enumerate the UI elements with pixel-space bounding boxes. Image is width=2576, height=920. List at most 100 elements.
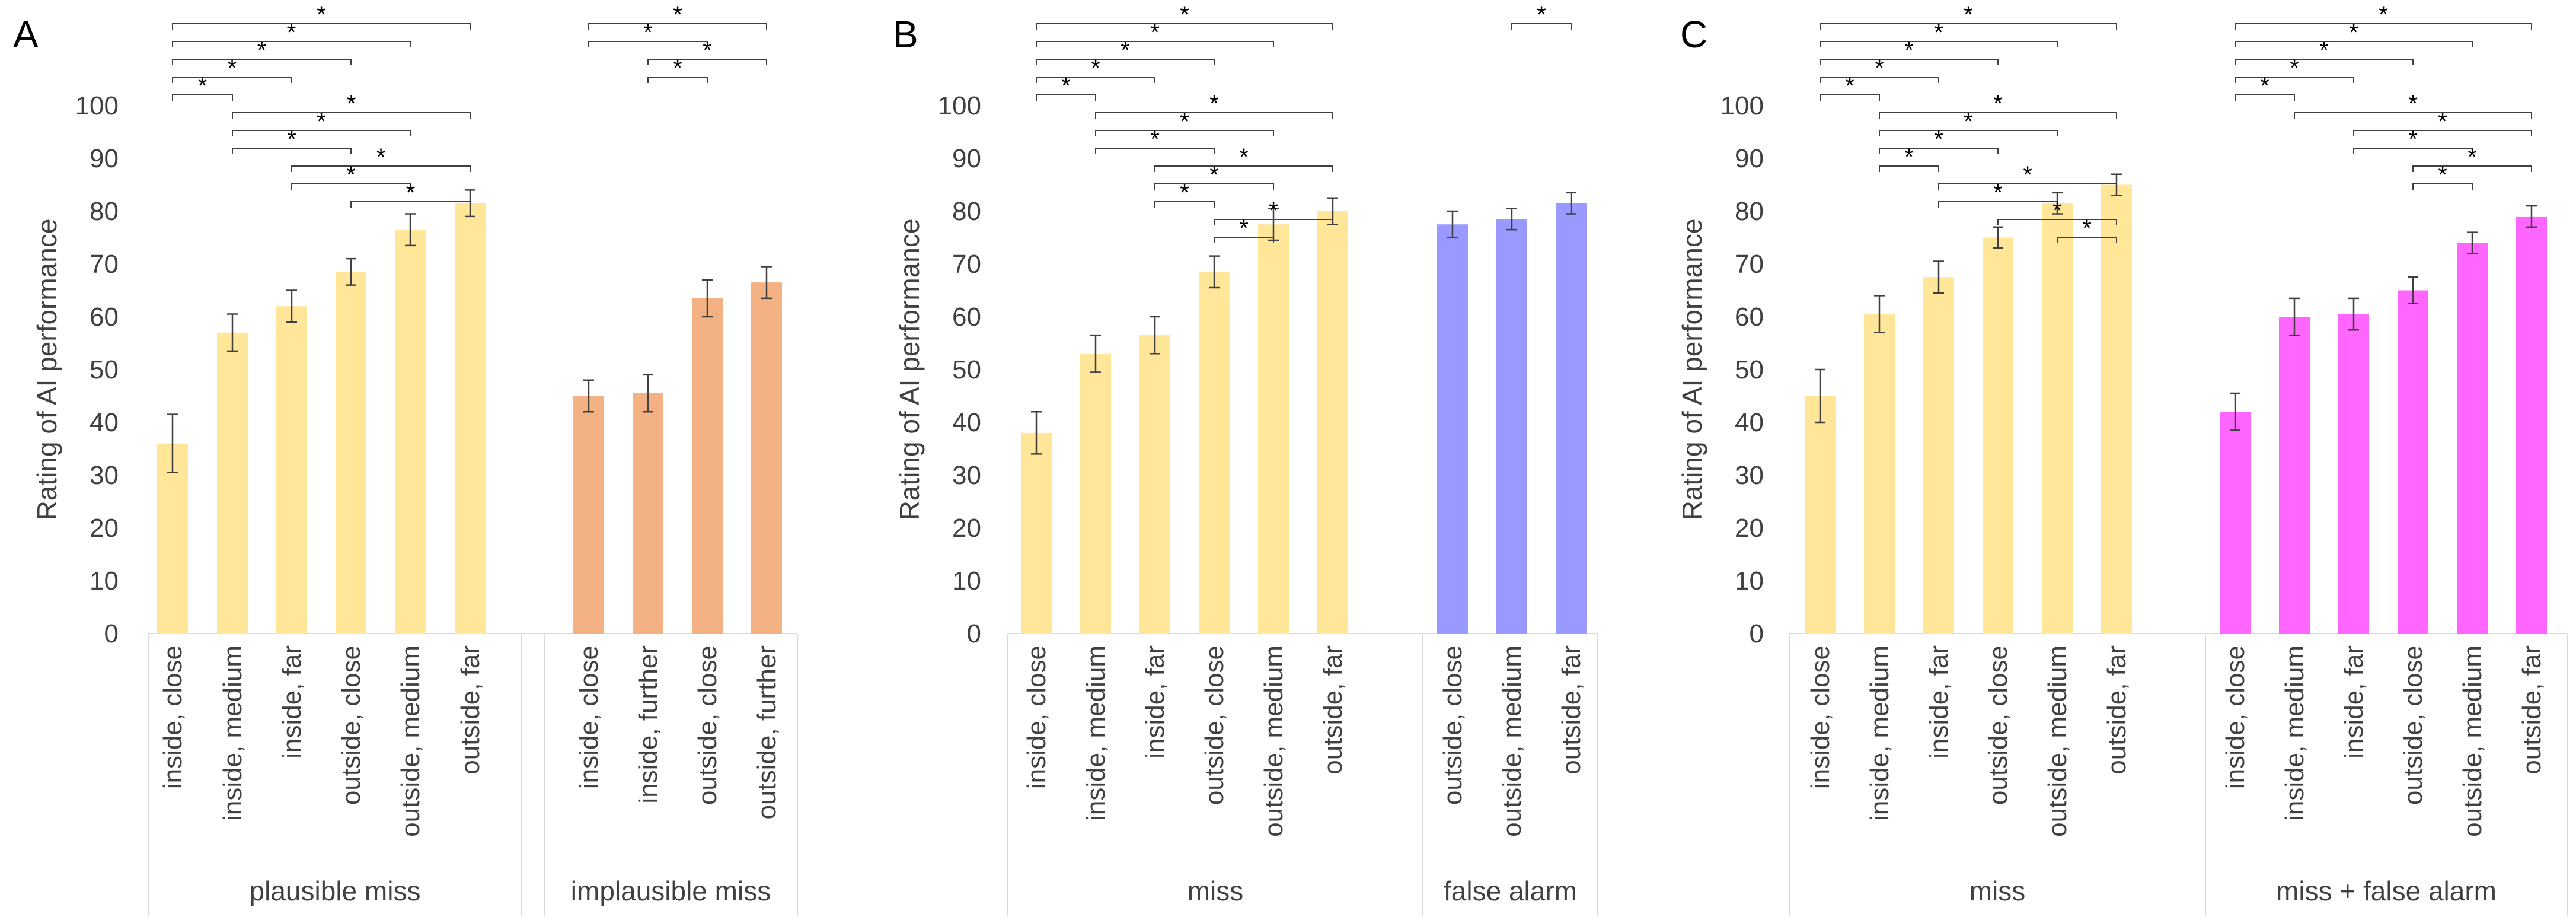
y-tick-label: 70 [1735,250,1764,279]
significance-bracket [2235,59,2414,65]
bar [2101,184,2132,634]
significance-star: * [1150,20,1160,46]
bar [157,443,188,634]
bar [2220,412,2251,634]
significance-bracket [1036,59,1215,65]
category-label: outside, further [752,645,781,820]
significance-bracket [1095,148,1215,154]
significance-bracket [1511,23,1572,30]
y-tick-label: 70 [90,250,119,279]
significance-star: * [2319,37,2329,63]
y-tick-label: 40 [952,408,981,437]
panel-letter: C [1680,13,1707,56]
significance-star: * [198,73,208,99]
category-label: outside, close [1984,645,2013,805]
bar [1258,224,1289,634]
significance-star: * [1239,215,1249,241]
significance-bracket [232,130,411,136]
significance-star: * [673,55,682,81]
significance-star: * [1269,198,1278,224]
y-axis-title: Rating of AI performance [894,219,925,521]
bar [633,393,663,634]
y-tick-label: 0 [967,619,981,648]
group-label: miss [1188,876,1244,906]
significance-bracket [1214,237,1274,243]
bar [1437,224,1468,634]
significance-bracket [172,23,471,30]
significance-star: * [1904,144,1914,170]
significance-bracket [1154,165,1333,172]
bar [2042,203,2073,634]
y-tick-label: 80 [90,197,119,226]
significance-star: * [2052,198,2062,224]
category-label: inside, medium [1865,645,1894,821]
category-label: outside, medium [2043,645,2072,837]
bar [1199,272,1230,634]
significance-star: * [257,37,267,63]
category-label: inside, far [277,645,307,759]
category-label: inside, far [1924,645,1953,759]
y-tick-label: 30 [952,461,981,490]
bar [1923,277,1954,634]
significance-star: * [2023,162,2032,188]
significance-star: * [1845,73,1854,99]
bar [1317,211,1348,634]
significance-star: * [1180,2,1189,28]
bar [2457,243,2488,634]
bar [573,396,604,634]
y-tick-label: 90 [952,144,981,173]
y-tick-label: 40 [90,408,119,437]
significance-bracket [2353,130,2532,136]
category-label: inside, medium [1081,645,1110,821]
significance-bracket [1879,112,2117,119]
significance-bracket [350,201,471,208]
significance-bracket [2057,237,2117,243]
y-tick-label: 60 [90,303,119,332]
category-label: outside, close [693,645,722,805]
significance-bracket [2235,23,2532,30]
significance-star: * [1239,144,1249,170]
significance-bracket [1036,23,1333,30]
y-axis-title: Rating of AI performance [1677,219,1707,521]
significance-bracket [172,41,411,47]
significance-star: * [1993,180,2003,206]
significance-star: * [2290,55,2299,81]
significance-star: * [347,91,356,117]
bar [1556,203,1587,634]
significance-bracket [1879,165,1939,172]
group-label: implausible miss [571,876,771,906]
significance-bracket [2412,165,2532,172]
significance-bracket [2412,183,2473,190]
panel-letter: B [893,13,918,56]
significance-star: * [287,20,296,46]
panel-c: C 0 10 20 30 40 50 60 70 80 90 100 Rating of AI perf… [1677,2,2568,916]
significance-bracket [1154,183,1274,190]
category-label: outside, medium [1498,645,1527,837]
significance-bracket [2235,41,2473,47]
category-label: outside, close [1438,645,1467,805]
category-label: outside, medium [396,645,425,837]
significance-bracket [647,59,767,65]
significance-bracket [1997,219,2117,225]
bar [1805,396,1836,634]
significance-star: * [1209,91,1219,117]
significance-bracket [1154,201,1215,208]
y-tick-label: 100 [938,91,981,120]
y-tick-label: 60 [1735,303,1764,332]
significance-bracket [1036,94,1096,101]
significance-bracket [2294,112,2532,119]
y-tick-label: 0 [1750,619,1764,648]
bar [751,282,782,634]
significance-star: * [2468,144,2477,170]
significance-bracket [588,23,767,30]
category-label: inside, close [1806,645,1835,789]
y-tick-label: 10 [1735,566,1764,596]
y-tick-label: 90 [1735,144,1764,173]
significance-bracket [1820,23,2117,30]
significance-bracket [1214,219,1333,225]
category-label: outside, close [337,645,366,805]
category-label: outside, far [2517,645,2546,775]
significance-star: * [1209,162,1219,188]
panel-a: A 0 10 20 30 40 50 60 70 80 90 100 Rating of AI perf… [13,2,798,916]
